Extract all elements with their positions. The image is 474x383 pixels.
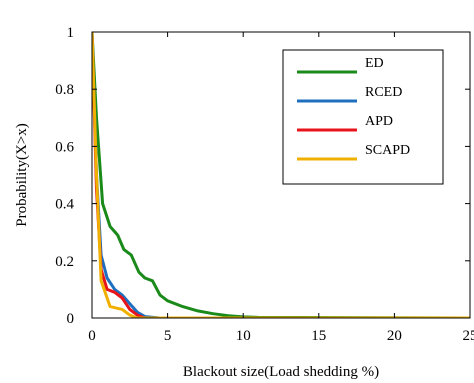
x-tick-label: 25	[463, 328, 474, 344]
x-tick-label: 15	[311, 328, 326, 344]
legend: ED RCED APD SCAPD	[282, 49, 444, 185]
y-tick-label: 1	[67, 25, 75, 41]
y-tick-label: 0	[67, 311, 75, 327]
axes-frame	[91, 31, 471, 319]
x-tick-label: 20	[387, 328, 402, 344]
legend-box	[282, 49, 444, 185]
x-tick-label: 10	[236, 328, 251, 344]
ticks-layer: 0 5 10 15 20 25 0 0.2 0.4 0.6 0.8 1	[55, 25, 474, 344]
x-axis-label: Blackout size(Load shedding %)	[183, 364, 379, 380]
x-tick-label: 5	[164, 328, 172, 344]
series-line-ed	[92, 32, 470, 318]
y-tick-label: 0.6	[55, 139, 74, 155]
y-tick-label: 0.4	[55, 197, 74, 213]
legend-label-ed: ED	[365, 56, 384, 71]
legend-label-scapd: SCAPD	[365, 143, 410, 158]
legend-label-apd: APD	[365, 114, 393, 129]
y-axis-label: Probability(X>x)	[14, 123, 30, 226]
legend-label-rced: RCED	[365, 85, 402, 100]
y-tick-label: 0.2	[55, 254, 74, 270]
y-tick-label: 0.8	[55, 82, 74, 98]
x-tick-label: 0	[88, 328, 96, 344]
